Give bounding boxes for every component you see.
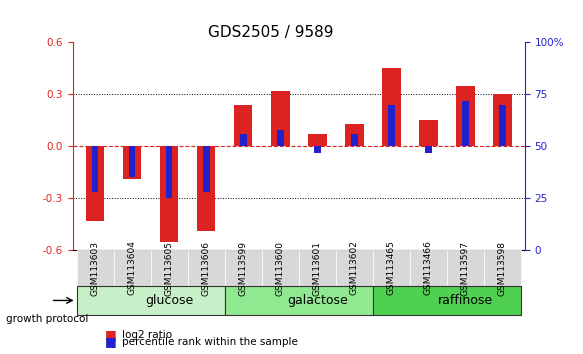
Text: GSM113602: GSM113602 [350,241,359,296]
Bar [240,134,247,146]
Text: glucose: glucose [145,294,194,307]
Bar [425,146,432,153]
Text: GSM113466: GSM113466 [424,241,433,296]
Bar [388,105,395,146]
Bar [314,146,321,153]
Bar [129,146,135,177]
Bar [166,146,173,198]
Bar [123,146,142,179]
FancyBboxPatch shape [373,286,521,315]
Bar [234,105,252,146]
Bar [197,146,216,231]
Text: percentile rank within the sample: percentile rank within the sample [122,337,298,347]
FancyBboxPatch shape [76,250,114,286]
Text: galactose: galactose [287,294,347,307]
Bar [271,91,290,146]
Text: GSM113600: GSM113600 [276,240,285,296]
Text: ■: ■ [105,328,117,341]
Text: GSM113603: GSM113603 [90,240,100,296]
Text: GSM113599: GSM113599 [238,240,248,296]
Text: GSM113601: GSM113601 [313,240,322,296]
Text: log2 ratio: log2 ratio [122,330,173,339]
Text: growth protocol: growth protocol [6,314,88,324]
Bar [308,134,326,146]
Bar [419,120,438,146]
Bar [345,124,364,146]
Text: GSM113606: GSM113606 [202,240,210,296]
FancyBboxPatch shape [114,250,150,286]
FancyBboxPatch shape [262,250,299,286]
Text: GSM113597: GSM113597 [461,240,470,296]
Bar [203,146,209,192]
FancyBboxPatch shape [299,250,336,286]
Bar [351,134,358,146]
Bar [499,105,506,146]
FancyBboxPatch shape [447,250,484,286]
Bar [277,130,283,146]
Bar [456,86,475,146]
Text: GSM113465: GSM113465 [387,241,396,296]
Text: ■: ■ [105,335,117,348]
Text: raffinose: raffinose [438,294,493,307]
Bar [86,146,104,221]
Text: GDS2505 / 9589: GDS2505 / 9589 [209,25,334,40]
FancyBboxPatch shape [224,250,262,286]
FancyBboxPatch shape [188,250,224,286]
Bar [493,95,512,146]
Bar [462,101,469,146]
Text: GSM113605: GSM113605 [164,240,174,296]
FancyBboxPatch shape [76,286,224,315]
FancyBboxPatch shape [410,250,447,286]
Text: GSM113598: GSM113598 [498,240,507,296]
FancyBboxPatch shape [336,250,373,286]
Text: GSM113604: GSM113604 [128,241,136,296]
FancyBboxPatch shape [373,250,410,286]
FancyBboxPatch shape [150,250,188,286]
FancyBboxPatch shape [224,286,373,315]
Bar [160,146,178,241]
FancyBboxPatch shape [484,250,521,286]
Bar [382,68,401,146]
Bar [92,146,99,192]
